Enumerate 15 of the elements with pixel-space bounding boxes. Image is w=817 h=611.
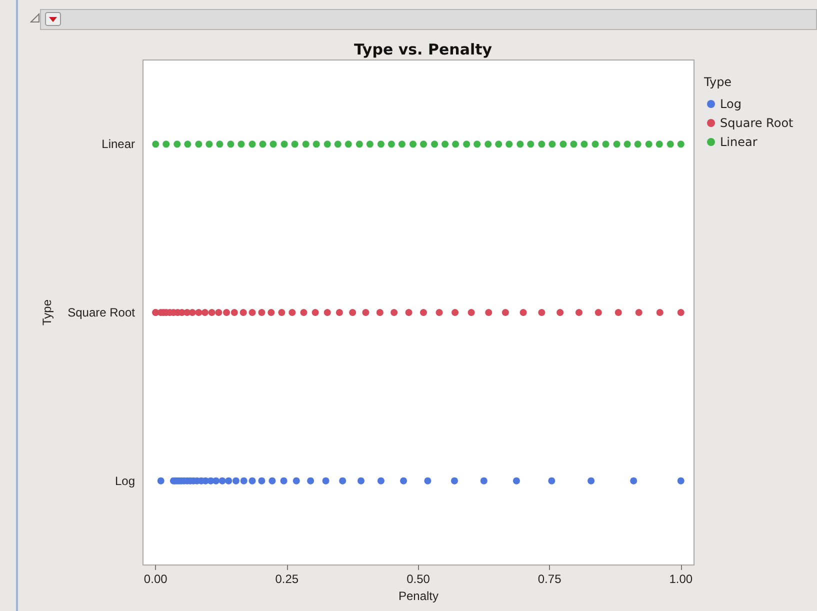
chart-title: Type vs. Penalty (354, 40, 492, 58)
x-tick-label: 1.00 (669, 572, 693, 586)
x-tick-label: 0.50 (406, 572, 430, 586)
x-tick-label: 0.00 (144, 572, 168, 586)
y-axis-title: Type (40, 299, 54, 326)
x-tick-label: 0.75 (538, 572, 562, 586)
x-axis-title: Penalty (398, 589, 439, 603)
y-tick-label: Square Root (68, 306, 136, 320)
x-tick-label: 0.25 (275, 572, 299, 586)
y-tick-label: Linear (102, 137, 135, 152)
legend-label: Square Root (720, 116, 794, 130)
legend-label: Log (720, 97, 742, 111)
y-tick-label: Log (114, 474, 135, 488)
legend-title: Type (703, 75, 732, 89)
legend-label: Linear (720, 135, 758, 149)
